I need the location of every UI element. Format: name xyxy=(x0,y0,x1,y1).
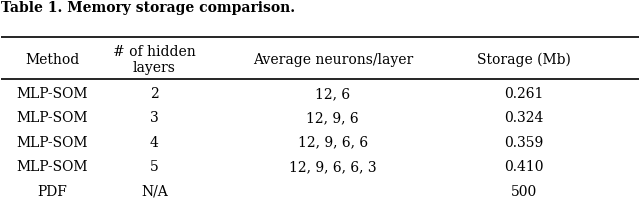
Text: MLP-SOM: MLP-SOM xyxy=(17,87,88,101)
Text: 0.261: 0.261 xyxy=(504,87,543,101)
Text: 5: 5 xyxy=(150,160,159,174)
Text: Storage (Mb): Storage (Mb) xyxy=(477,53,571,67)
Text: 2: 2 xyxy=(150,87,159,101)
Text: N/A: N/A xyxy=(141,184,168,199)
Text: 12, 9, 6: 12, 9, 6 xyxy=(307,111,359,125)
Text: 3: 3 xyxy=(150,111,159,125)
Text: Average neurons/layer: Average neurons/layer xyxy=(253,53,413,67)
Text: 0.359: 0.359 xyxy=(504,136,543,150)
Text: MLP-SOM: MLP-SOM xyxy=(17,136,88,150)
Text: 500: 500 xyxy=(511,184,537,199)
Text: 4: 4 xyxy=(150,136,159,150)
Text: MLP-SOM: MLP-SOM xyxy=(17,160,88,174)
Text: 12, 9, 6, 6: 12, 9, 6, 6 xyxy=(298,136,368,150)
Text: Method: Method xyxy=(25,53,79,67)
Text: # of hidden
layers: # of hidden layers xyxy=(113,45,196,75)
Text: Table 1. Memory storage comparison.: Table 1. Memory storage comparison. xyxy=(1,1,296,15)
Text: 0.410: 0.410 xyxy=(504,160,543,174)
Text: 12, 6: 12, 6 xyxy=(315,87,350,101)
Text: 0.324: 0.324 xyxy=(504,111,543,125)
Text: MLP-SOM: MLP-SOM xyxy=(17,111,88,125)
Text: 12, 9, 6, 6, 3: 12, 9, 6, 6, 3 xyxy=(289,160,376,174)
Text: PDF: PDF xyxy=(37,184,67,199)
